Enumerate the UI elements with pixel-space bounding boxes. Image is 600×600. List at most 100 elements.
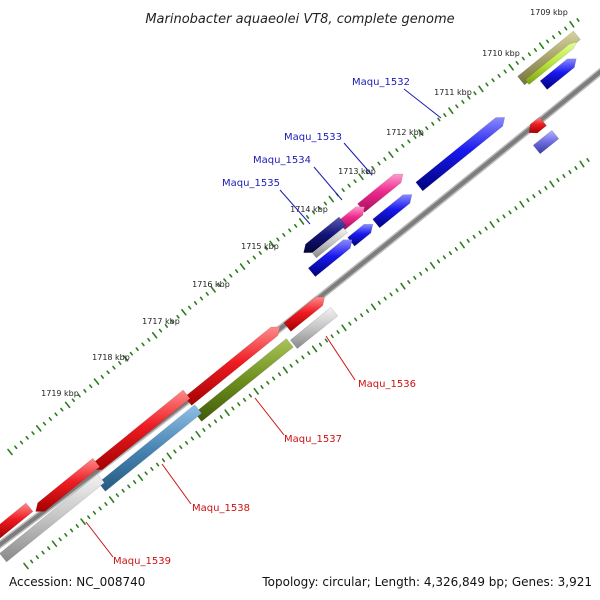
feature-gray-2 <box>289 306 339 350</box>
outer-tick <box>164 324 168 328</box>
outer-tick <box>515 60 519 65</box>
outer-tick <box>42 421 47 426</box>
inner-tick <box>424 267 429 272</box>
outer-tick <box>19 440 24 445</box>
inner-tick <box>115 493 119 498</box>
gene-label-maqu_1534: Maqu_1534 <box>253 155 311 166</box>
inner-tick <box>448 251 453 256</box>
inner-tick <box>395 288 399 293</box>
inner-tick <box>519 200 525 208</box>
outer-tick <box>473 91 477 96</box>
outer-tick <box>7 448 13 456</box>
inner-tick <box>253 387 259 395</box>
outer-tick <box>252 255 256 260</box>
inner-tick <box>383 296 387 301</box>
inner-tick <box>377 300 381 305</box>
inner-tick <box>184 440 189 445</box>
outer-tick <box>328 195 335 203</box>
inner-tick <box>544 186 548 190</box>
inner-tick <box>69 528 74 533</box>
inner-tick <box>311 345 318 353</box>
inner-tick <box>144 471 148 476</box>
outer-tick <box>298 218 305 225</box>
outer-tick <box>341 188 345 192</box>
inner-tick <box>98 506 102 511</box>
inner-tick <box>260 385 264 390</box>
inner-tick <box>295 359 299 364</box>
outer-tick <box>60 407 64 412</box>
feature-red-4 <box>35 457 101 512</box>
kbp-label: 1711 kbp <box>434 88 472 97</box>
outer-tick <box>71 398 75 403</box>
genome-summary: Topology: circular; Length: 4,326,849 bp… <box>261 575 592 589</box>
inner-tick <box>407 280 411 284</box>
inner-tick <box>466 238 470 243</box>
feature-maqu-1539 <box>0 473 105 563</box>
feature-lime <box>524 41 578 85</box>
inner-tick <box>354 317 358 322</box>
gene-features <box>0 30 581 563</box>
inner-tick <box>459 241 465 249</box>
outer-tick <box>106 370 110 375</box>
inner-tick <box>579 160 585 168</box>
outer-tick <box>54 412 58 417</box>
kbp-label: 1712 kbp <box>386 128 424 137</box>
outer-tick <box>551 35 556 40</box>
inner-tick <box>92 510 97 515</box>
outer-tick <box>395 148 399 153</box>
inner-tick <box>532 194 536 199</box>
outer-tick <box>288 228 292 233</box>
outer-tick <box>258 251 262 255</box>
outer-tick <box>401 143 405 148</box>
inner-tick <box>266 380 270 385</box>
kbp-labels: 1709 kbp 1710 kbp 1711 kbp 1712 kbp 1713 kbp… <box>41 8 568 398</box>
feature-maqu-1536 <box>283 296 326 332</box>
inner-tick <box>514 206 518 211</box>
inner-tick <box>330 334 334 339</box>
inner-tick <box>289 363 293 368</box>
kbp-label: 1716 kbp <box>192 280 230 289</box>
outer-tick <box>199 296 204 301</box>
kbp-label: 1719 kbp <box>41 389 79 398</box>
inner-tick <box>400 282 406 290</box>
outer-tick <box>48 417 53 421</box>
kbp-label: 1713 kbp <box>338 167 376 176</box>
outer-tick <box>508 63 514 71</box>
kbp-label: 1717 kbp <box>142 317 180 326</box>
outer-tick <box>388 151 394 158</box>
feature-red-small <box>528 116 547 134</box>
inner-tick <box>161 458 166 463</box>
inner-tick <box>80 518 86 525</box>
inner-tick <box>489 221 495 228</box>
outer-tick <box>239 263 246 270</box>
outer-tick <box>448 107 454 115</box>
outer-tick <box>282 233 286 237</box>
inner-tick <box>87 515 91 520</box>
outer-tick <box>141 342 145 347</box>
outer-tick <box>545 39 550 44</box>
gene-label-maqu_1537: Maqu_1537 <box>284 434 342 445</box>
outer-tick <box>223 278 227 283</box>
outer-tick <box>210 285 216 293</box>
outer-tick <box>347 183 351 188</box>
outer-tick <box>311 210 316 215</box>
outer-tick <box>135 347 139 352</box>
feature-maqu-1538 <box>97 404 203 492</box>
outer-tick <box>181 308 187 316</box>
inner-tick <box>574 166 578 170</box>
outer-tick <box>35 425 42 432</box>
callout-line <box>313 166 343 201</box>
outer-tick <box>235 269 239 274</box>
outer-tick <box>521 56 525 61</box>
kbp-label: 1714 kbp <box>290 205 328 214</box>
outer-tick <box>14 445 18 450</box>
inner-tick <box>429 261 436 269</box>
outer-tick <box>118 361 122 365</box>
inner-tick <box>133 480 137 485</box>
inner-tick <box>108 496 115 503</box>
inner-tick <box>29 559 34 564</box>
inner-tick <box>121 488 125 493</box>
outer-tick <box>293 224 298 228</box>
feature-maqu-1532 <box>415 117 506 192</box>
inner-tick <box>47 546 51 551</box>
